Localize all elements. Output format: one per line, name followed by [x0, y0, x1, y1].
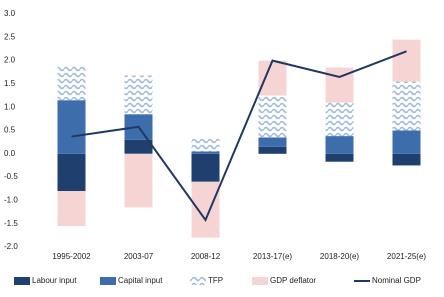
y-tick-label: -1.5	[4, 219, 18, 228]
y-tick-label: -0.5	[4, 172, 18, 181]
bar-segment	[258, 137, 287, 147]
bar-segment	[392, 39, 421, 82]
y-tick-label: 1.5	[4, 79, 16, 88]
x-tick-label: 2003-07	[124, 252, 154, 261]
x-tick-label: 1995-2002	[52, 252, 91, 261]
x-tick-label: 2021-25(e)	[387, 252, 426, 261]
bar-segment	[258, 146, 287, 154]
legend-label: Capital input	[118, 276, 163, 285]
bar-segment	[124, 153, 153, 208]
legend-label: Nominal GDP	[372, 276, 421, 285]
bar-segment	[191, 181, 220, 238]
legend-swatch	[14, 277, 30, 285]
bar-segment	[57, 153, 86, 192]
bar-segment	[325, 102, 354, 137]
bar-segment	[392, 130, 421, 154]
x-tick-label: 2018-20(e)	[320, 252, 359, 261]
bar-segment	[258, 60, 287, 96]
legend-label: TFP	[208, 276, 223, 285]
bar-segment	[325, 153, 354, 162]
x-tick-label: 2013-17(e)	[253, 252, 292, 261]
y-tick-label: -2.0	[4, 242, 18, 251]
y-tick-label: 0.0	[4, 149, 16, 158]
y-tick-label: 1.0	[4, 102, 16, 111]
bar-segment	[392, 153, 421, 166]
y-tick-label: -1.0	[4, 196, 18, 205]
bar-segment	[57, 65, 86, 101]
bar-segment	[124, 139, 153, 154]
y-tick-label: 0.5	[4, 126, 16, 135]
legend-label: Labour input	[32, 276, 77, 285]
x-tick-label: 2008-12	[191, 252, 221, 261]
legend-swatch	[252, 277, 268, 285]
bar-segment	[392, 81, 421, 131]
y-tick-label: 3.0	[4, 9, 16, 18]
bar-segment	[57, 100, 86, 154]
bar-segment	[57, 191, 86, 227]
legend-label: GDP deflator	[270, 276, 316, 285]
line	[71, 50, 407, 223]
bar-segment	[325, 136, 354, 154]
bar-segment	[191, 138, 220, 152]
bar-segment	[191, 153, 220, 182]
legend-swatch	[190, 277, 206, 285]
legend-swatch	[100, 277, 116, 285]
y-tick-label: 2.0	[4, 56, 16, 65]
bar-segment	[191, 151, 220, 154]
y-tick-label: 2.5	[4, 32, 16, 41]
bar-segment	[124, 75, 153, 115]
bar-segment	[258, 95, 287, 138]
